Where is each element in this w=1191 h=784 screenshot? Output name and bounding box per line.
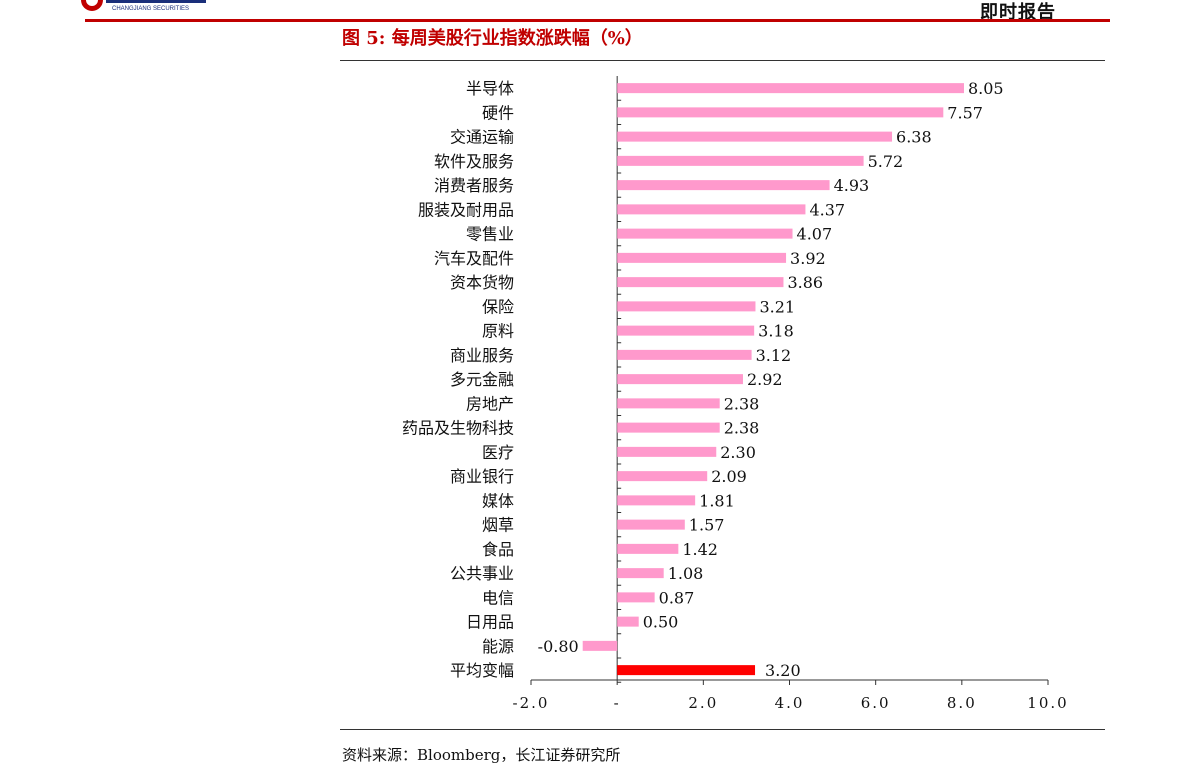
value-label: 1.81: [699, 491, 735, 510]
x-tick-label: 6.0: [861, 694, 891, 712]
value-label: 1.57: [689, 516, 725, 535]
value-label: 6.38: [896, 128, 932, 147]
bar: [617, 543, 679, 554]
category-label: 商业银行: [450, 467, 514, 486]
category-label: 日用品: [466, 613, 514, 632]
bar: [617, 180, 830, 191]
category-label: 零售业: [466, 225, 514, 244]
figure-top-rule: [340, 60, 1105, 61]
category-label: 汽车及配件: [434, 249, 514, 268]
category-label: 多元金融: [450, 370, 514, 389]
bar: [582, 640, 618, 651]
bar: [617, 592, 655, 603]
value-label: 2.92: [747, 370, 783, 389]
bar: [617, 495, 696, 506]
value-label: 2.38: [724, 394, 760, 413]
value-label: 3.86: [787, 273, 823, 292]
category-label: 保险: [482, 297, 514, 316]
bar: [617, 83, 964, 94]
value-label: 3.20: [765, 661, 801, 680]
value-label: 4.07: [797, 225, 833, 244]
value-label: 3.18: [758, 322, 794, 341]
category-label: 半导体: [466, 79, 514, 98]
value-label: 8.05: [968, 79, 1004, 98]
value-label: 0.50: [643, 613, 679, 632]
bar: [617, 374, 743, 385]
value-label: 4.37: [809, 200, 845, 219]
category-label: 服装及耐用品: [418, 200, 514, 219]
value-label: 4.93: [834, 176, 870, 195]
category-label: 媒体: [482, 491, 514, 510]
category-label: 能源: [482, 637, 514, 656]
bar: [617, 277, 784, 288]
value-label: 2.30: [720, 443, 756, 462]
value-label: -0.80: [538, 637, 579, 656]
x-tick-label: -2.0: [513, 694, 550, 712]
bar: [617, 519, 685, 530]
category-label: 软件及服务: [434, 152, 514, 171]
category-label: 电信: [482, 588, 514, 607]
value-label: 3.12: [756, 346, 792, 365]
category-label: 烟草: [482, 516, 514, 535]
bar: [617, 155, 864, 166]
category-label: 消费者服务: [434, 176, 514, 195]
category-label: 交通运输: [450, 128, 514, 147]
x-tick-label: 10.0: [1027, 694, 1068, 712]
figure-bottom-rule: [340, 729, 1105, 730]
bar: [617, 568, 664, 579]
category-label: 平均变幅: [450, 661, 514, 680]
bar: [617, 204, 806, 215]
category-label: 房地产: [466, 394, 514, 413]
value-label: 0.87: [659, 588, 695, 607]
category-label: 硬件: [482, 103, 514, 122]
figure-title: 图 5: 每周美股行业指数涨跌幅（%）: [342, 28, 643, 49]
category-label: 食品: [482, 540, 514, 559]
bar: [617, 252, 787, 263]
x-tick-label: 2.0: [688, 694, 718, 712]
x-tick-label: 4.0: [775, 694, 805, 712]
bar: [617, 301, 756, 312]
category-label: 医疗: [482, 443, 514, 462]
value-label: 1.42: [682, 540, 718, 559]
value-label: 2.09: [711, 467, 747, 486]
value-label: 3.92: [790, 249, 826, 268]
bar: [617, 131, 893, 142]
report-type-label: 即时报告: [980, 2, 1056, 23]
value-label: 3.21: [759, 297, 795, 316]
category-label: 资本货物: [450, 273, 514, 292]
average-bar: [617, 665, 756, 676]
bar: [617, 349, 752, 360]
x-tick-label: -: [614, 694, 621, 712]
category-label: 商业服务: [450, 346, 514, 365]
bar: [617, 107, 944, 118]
source-note: 资料来源：Bloomberg，长江证券研究所: [342, 746, 621, 764]
bar: [617, 471, 708, 482]
bar: [617, 422, 720, 433]
category-label: 原料: [482, 322, 514, 341]
bar: [617, 616, 639, 627]
company-logo: CHANGJIANG SECURITIES: [80, 0, 230, 18]
header-divider: [85, 19, 1110, 22]
bar: [617, 325, 755, 336]
bar: [617, 398, 720, 409]
logo-text: CHANGJIANG SECURITIES: [112, 6, 189, 12]
category-label: 药品及生物科技: [402, 419, 514, 438]
value-label: 5.72: [868, 152, 904, 171]
bar: [617, 228, 793, 239]
category-label: 公共事业: [450, 564, 514, 583]
value-label: 7.57: [947, 103, 983, 122]
x-tick-label: 8.0: [947, 694, 977, 712]
bar: [617, 446, 717, 457]
value-label: 2.38: [724, 419, 760, 438]
value-label: 1.08: [668, 564, 704, 583]
